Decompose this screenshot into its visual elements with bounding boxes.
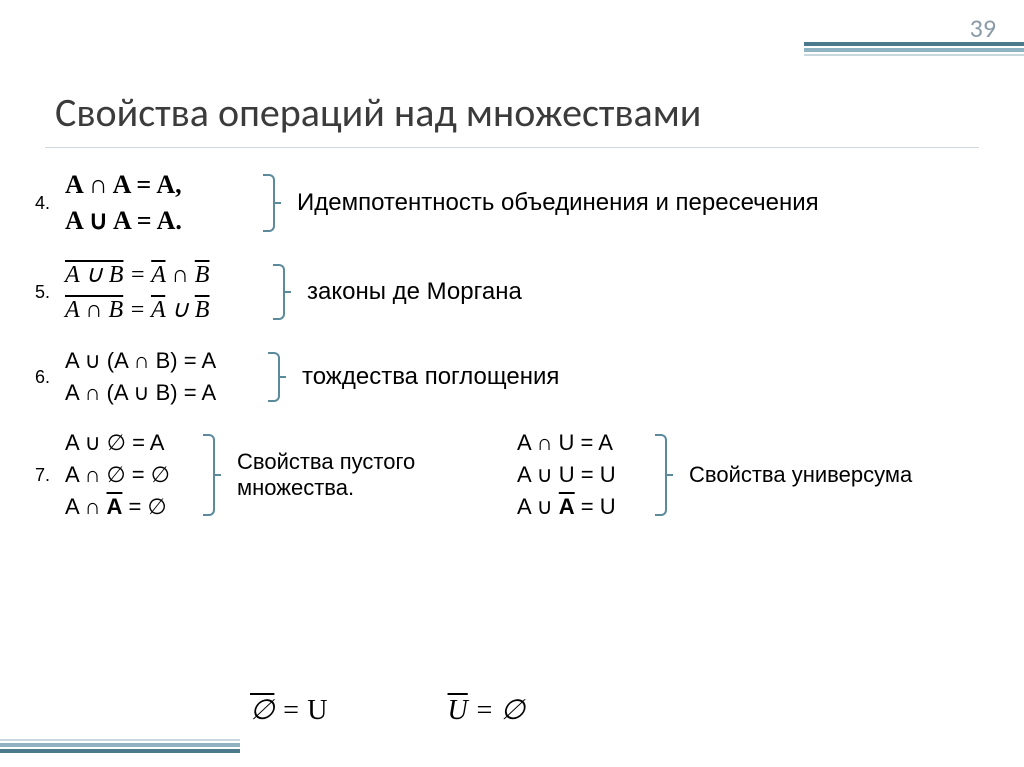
property-row-4: 4. A ∩ A = A, A ∪ A = A. Идемпотентность…: [35, 170, 989, 236]
property-label: Свойства пустого множества.: [237, 449, 437, 501]
property-label: Свойства универсума: [689, 462, 912, 488]
bottom-equations: ∅ = U U = ∅: [250, 693, 525, 727]
formula-group: A ∩ A = A, A ∪ A = A.: [65, 170, 255, 236]
property-row-5: 5. A ∪ B = A ∩ B A ∩ B = A ∪ B законы де…: [35, 260, 989, 324]
formula-group: A ∩ U = A A ∪ U = U A ∪ A = U: [517, 430, 647, 520]
formula: A ∪ A = U: [517, 494, 647, 520]
brace-icon: [273, 260, 289, 324]
formula: A ∪ (A ∩ B) = A: [65, 348, 260, 374]
item-number: 4.: [35, 193, 65, 214]
slide-content: 4. A ∩ A = A, A ∪ A = A. Идемпотентность…: [35, 170, 989, 544]
formula: A ∩ U = A: [517, 430, 647, 456]
formula: A ∩ (A ∪ B) = A: [65, 380, 260, 406]
header-decoration: [804, 42, 1024, 56]
property-label: Идемпотентность объединения и пересечени…: [297, 189, 819, 217]
formula: A ∩ B = A ∪ B: [65, 295, 265, 324]
formula-group: A ∪ (A ∩ B) = A A ∩ (A ∪ B) = A: [65, 348, 260, 406]
brace-icon: [268, 348, 284, 406]
property-label: законы де Моргана: [307, 278, 522, 306]
formula-group: A ∪ B = A ∩ B A ∩ B = A ∪ B: [65, 260, 265, 324]
property-label: тождества поглощения: [302, 363, 559, 391]
formula: A ∩ A = ∅: [65, 494, 195, 520]
formula: A ∪ U = U: [517, 462, 647, 488]
formula: A ∩ A = A,: [65, 170, 255, 200]
formula: A ∪ ∅ = A: [65, 430, 195, 456]
empty-set-properties: A ∪ ∅ = A A ∩ ∅ = ∅ A ∩ A = ∅ Свойства п…: [65, 430, 437, 520]
footer-decoration: [0, 739, 240, 753]
item-number: 5.: [35, 282, 65, 303]
slide-header: 39: [0, 0, 1024, 58]
formula: ∅ = U: [250, 693, 328, 727]
brace-icon: [655, 430, 671, 520]
title-underline: [45, 147, 979, 148]
formula-group: A ∪ ∅ = A A ∩ ∅ = ∅ A ∩ A = ∅: [65, 430, 195, 520]
brace-icon: [263, 170, 279, 236]
formula: A ∪ A = A.: [65, 206, 255, 236]
item-number: 6.: [35, 367, 65, 388]
property-row-7: 7. A ∪ ∅ = A A ∩ ∅ = ∅ A ∩ A = ∅ Свойств…: [35, 430, 989, 520]
brace-icon: [203, 430, 219, 520]
formula: U = ∅: [448, 693, 526, 727]
formula: A ∩ ∅ = ∅: [65, 462, 195, 488]
property-row-6: 6. A ∪ (A ∩ B) = A A ∩ (A ∪ B) = A тожде…: [35, 348, 989, 406]
formula: A ∪ B = A ∩ B: [65, 260, 265, 289]
slide-title: Свойства операций над множествами: [55, 88, 701, 137]
universe-properties: A ∩ U = A A ∪ U = U A ∪ A = U Свойства у…: [517, 430, 912, 520]
page-number: 39: [970, 12, 996, 44]
item-number: 7.: [35, 465, 65, 486]
